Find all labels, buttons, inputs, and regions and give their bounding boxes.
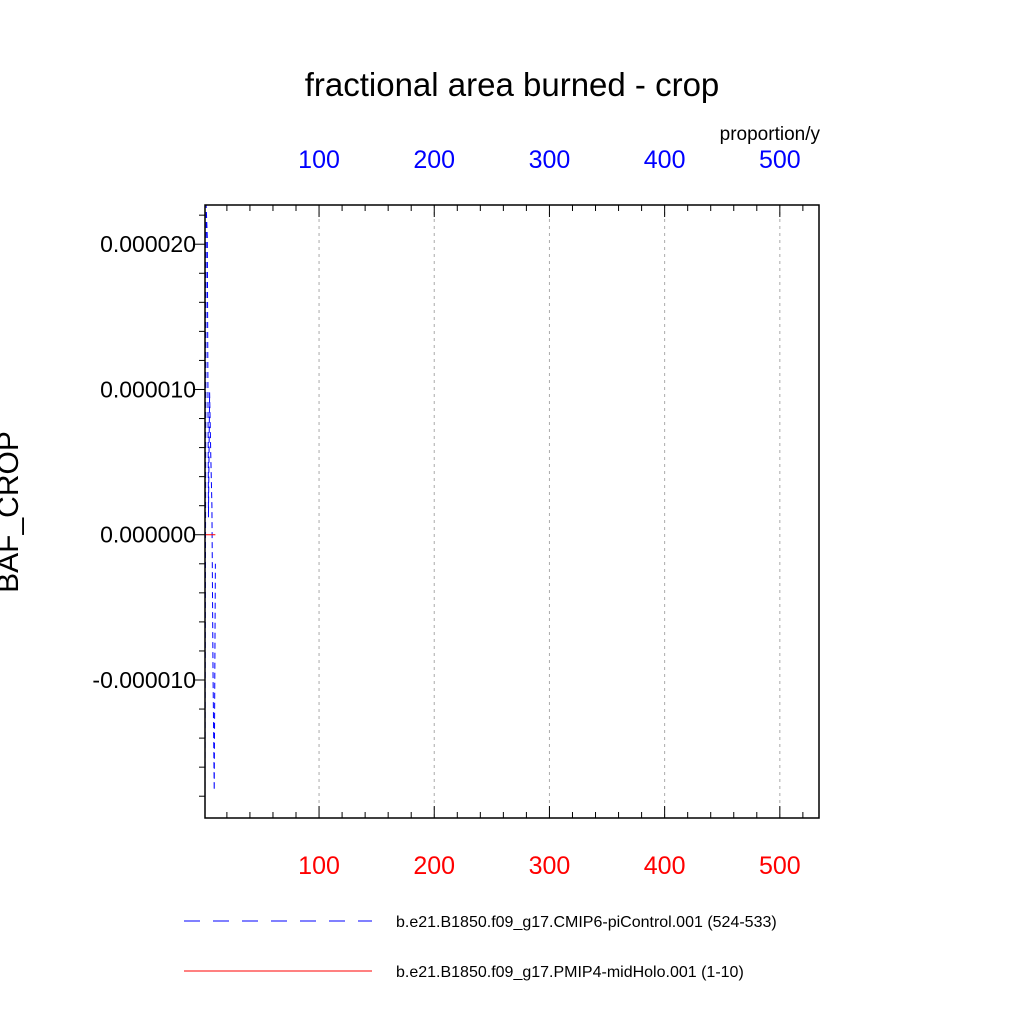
y-axis-label: BAF_CROP: [0, 431, 25, 593]
x-top-tick-label: 400: [644, 146, 686, 174]
legend-label-1: b.e21.B1850.f09_g17.PMIP4-midHolo.001 (1…: [396, 964, 744, 981]
chart-title: fractional area burned - crop: [305, 66, 720, 103]
x-top-tick-label: 300: [529, 146, 571, 174]
x-bottom-tick-label: 200: [413, 852, 455, 880]
axis-ticks: [193, 205, 804, 818]
y-tick-label: -0.000010: [92, 667, 196, 693]
units-label: proportion/y: [720, 124, 821, 145]
x-top-tick-label: 100: [298, 146, 340, 174]
tick-labels: 100 100 200 200 300 300 400 400 500 500 -0.000010 0…: [92, 146, 800, 880]
y-tick-label: 0.000010: [100, 376, 196, 402]
plot-frame: [204, 204, 820, 819]
grid: [318, 205, 781, 818]
x-bottom-tick-label: 400: [644, 852, 686, 880]
series-group: [204, 204, 216, 819]
series-line-0: [204, 204, 216, 819]
x-top-tick-label: 500: [759, 146, 801, 174]
x-bottom-tick-label: 500: [759, 852, 801, 880]
y-tick-label: 0.000000: [100, 522, 196, 548]
legend: b.e21.B1850.f09_g17.CMIP6-piControl.001 …: [184, 914, 777, 981]
x-top-tick-label: 200: [413, 146, 455, 174]
y-tick-label: 0.000020: [100, 231, 196, 257]
x-bottom-tick-label: 100: [298, 852, 340, 880]
legend-label-0: b.e21.B1850.f09_g17.CMIP6-piControl.001 …: [396, 914, 777, 931]
x-bottom-tick-label: 300: [529, 852, 571, 880]
